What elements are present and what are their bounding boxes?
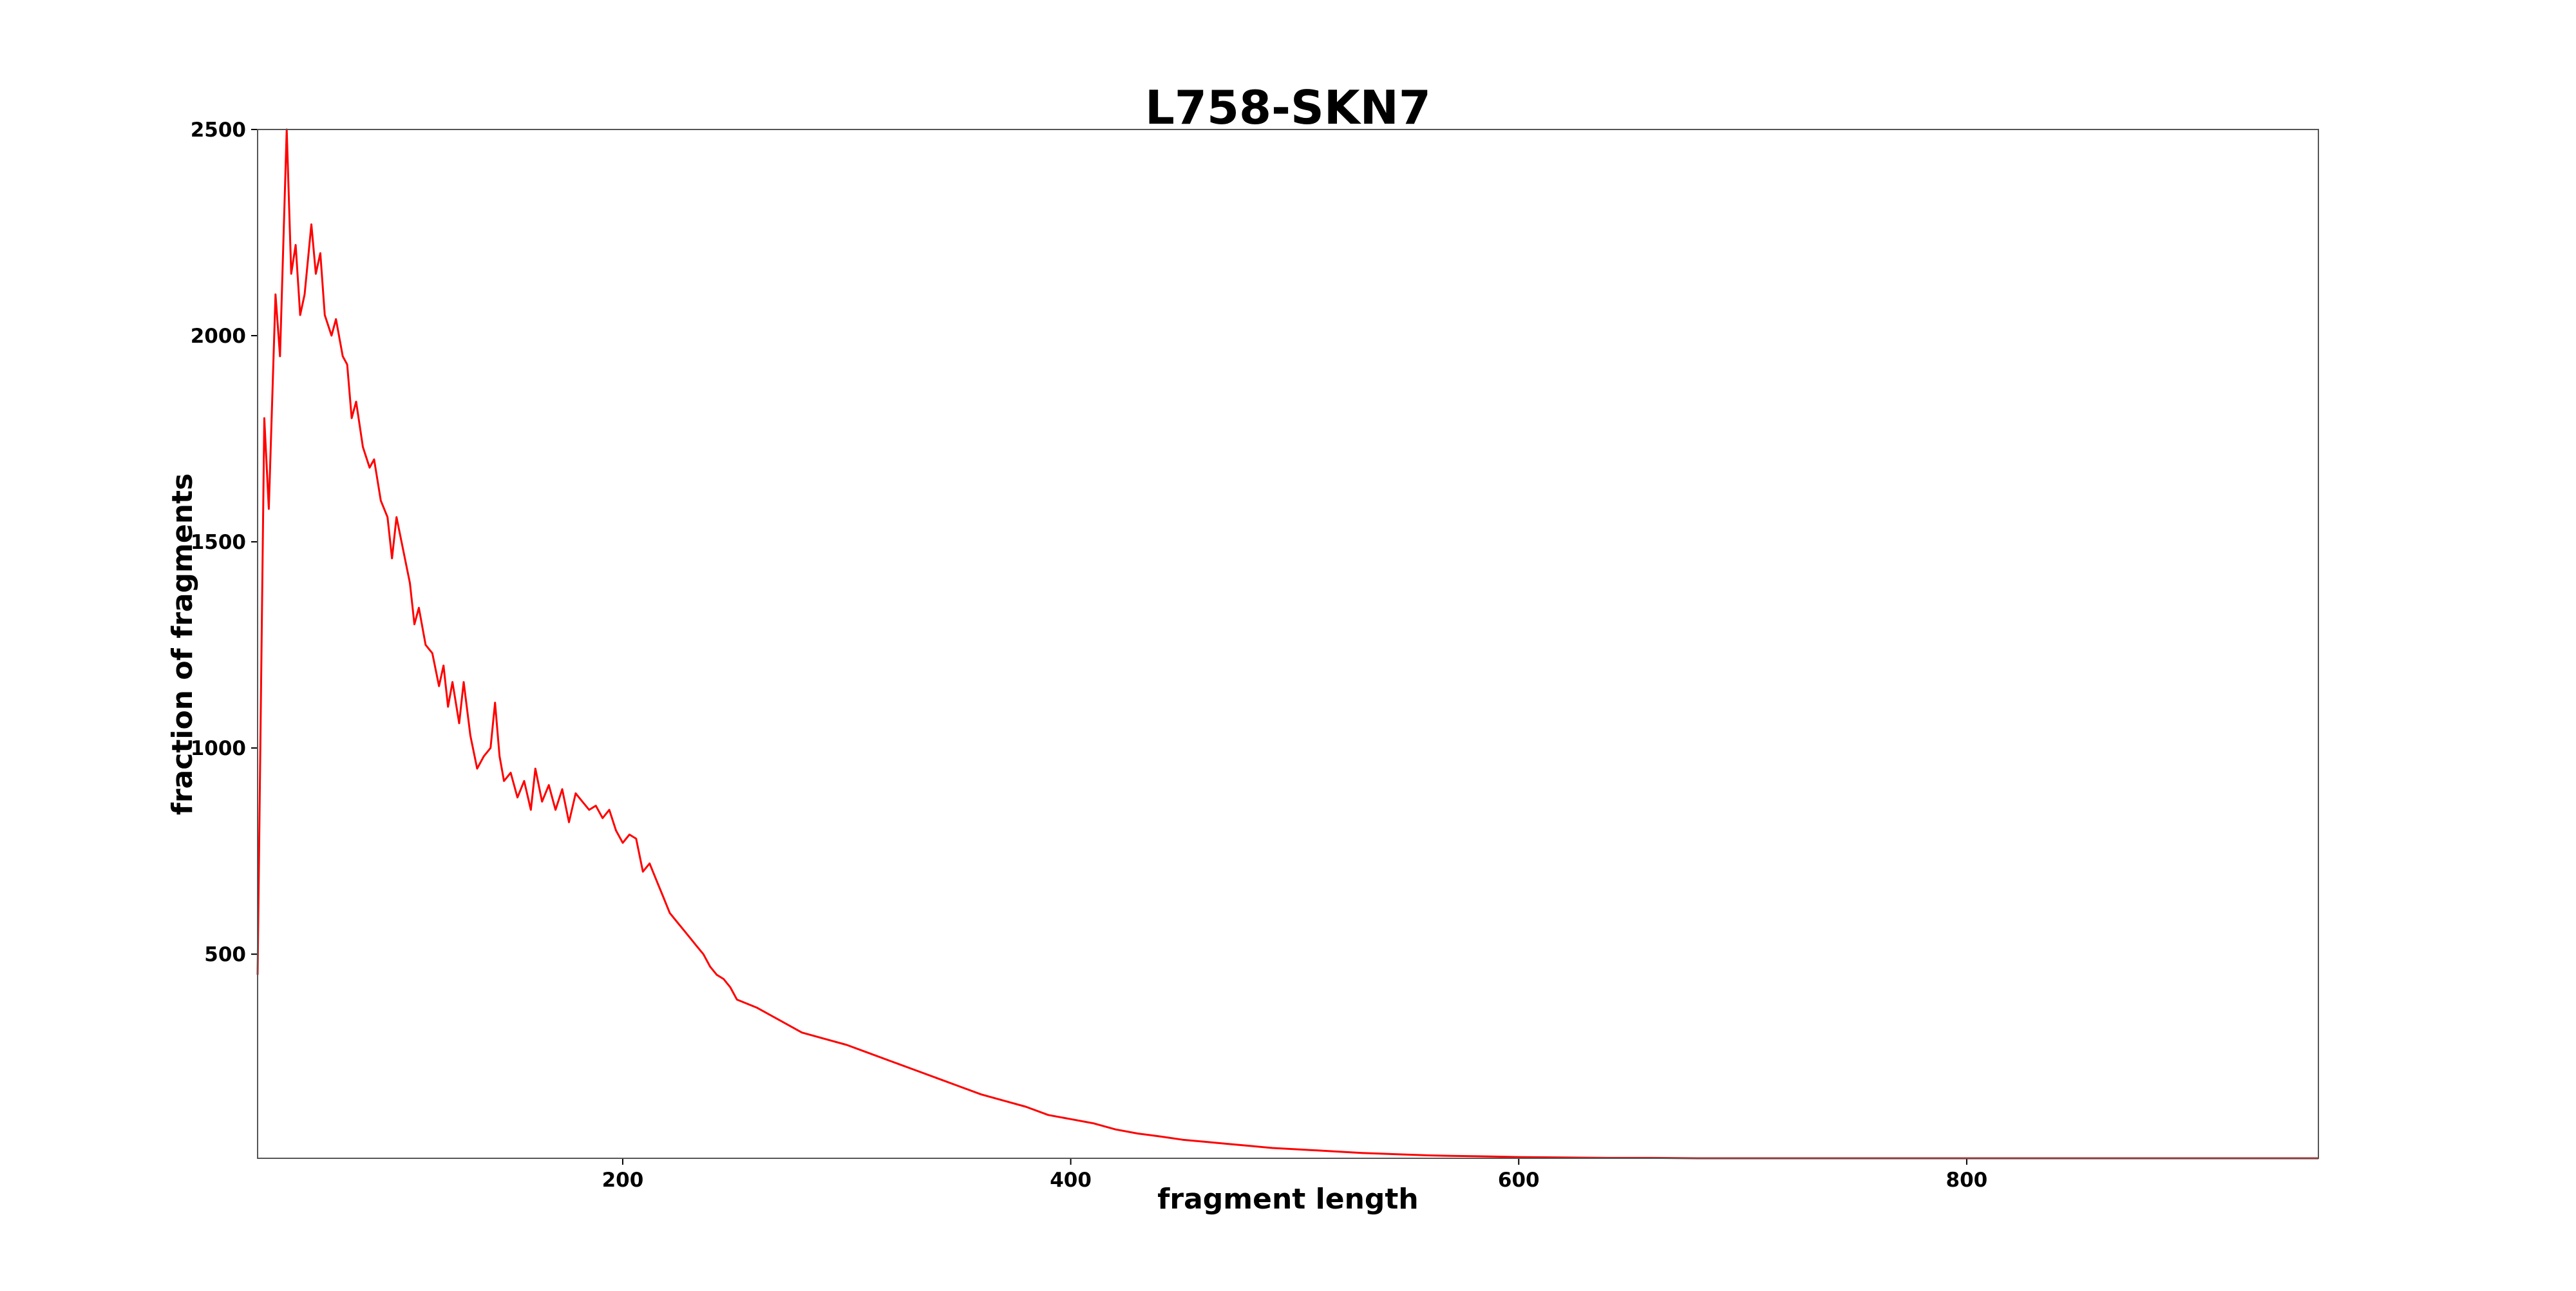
x-axis-label: fragment length <box>1157 1183 1419 1216</box>
x-tick-label: 800 <box>1946 1169 1988 1192</box>
data-line <box>256 128 2318 1160</box>
y-tick-label: 2000 <box>191 325 246 348</box>
y-tick-label: 2500 <box>191 119 246 142</box>
chart-title: L758-SKN7 <box>1145 81 1431 135</box>
x-tick-label: 600 <box>1498 1169 1540 1192</box>
x-tick-label: 400 <box>1050 1169 1092 1192</box>
x-tick-label: 200 <box>602 1169 644 1192</box>
y-tick-label: 500 <box>204 943 246 966</box>
plot-frame <box>257 129 2319 1159</box>
y-axis-label: fraction of fragments <box>166 473 199 816</box>
y-tick-label: 1500 <box>191 531 246 554</box>
y-tick-label: 1000 <box>191 737 246 760</box>
